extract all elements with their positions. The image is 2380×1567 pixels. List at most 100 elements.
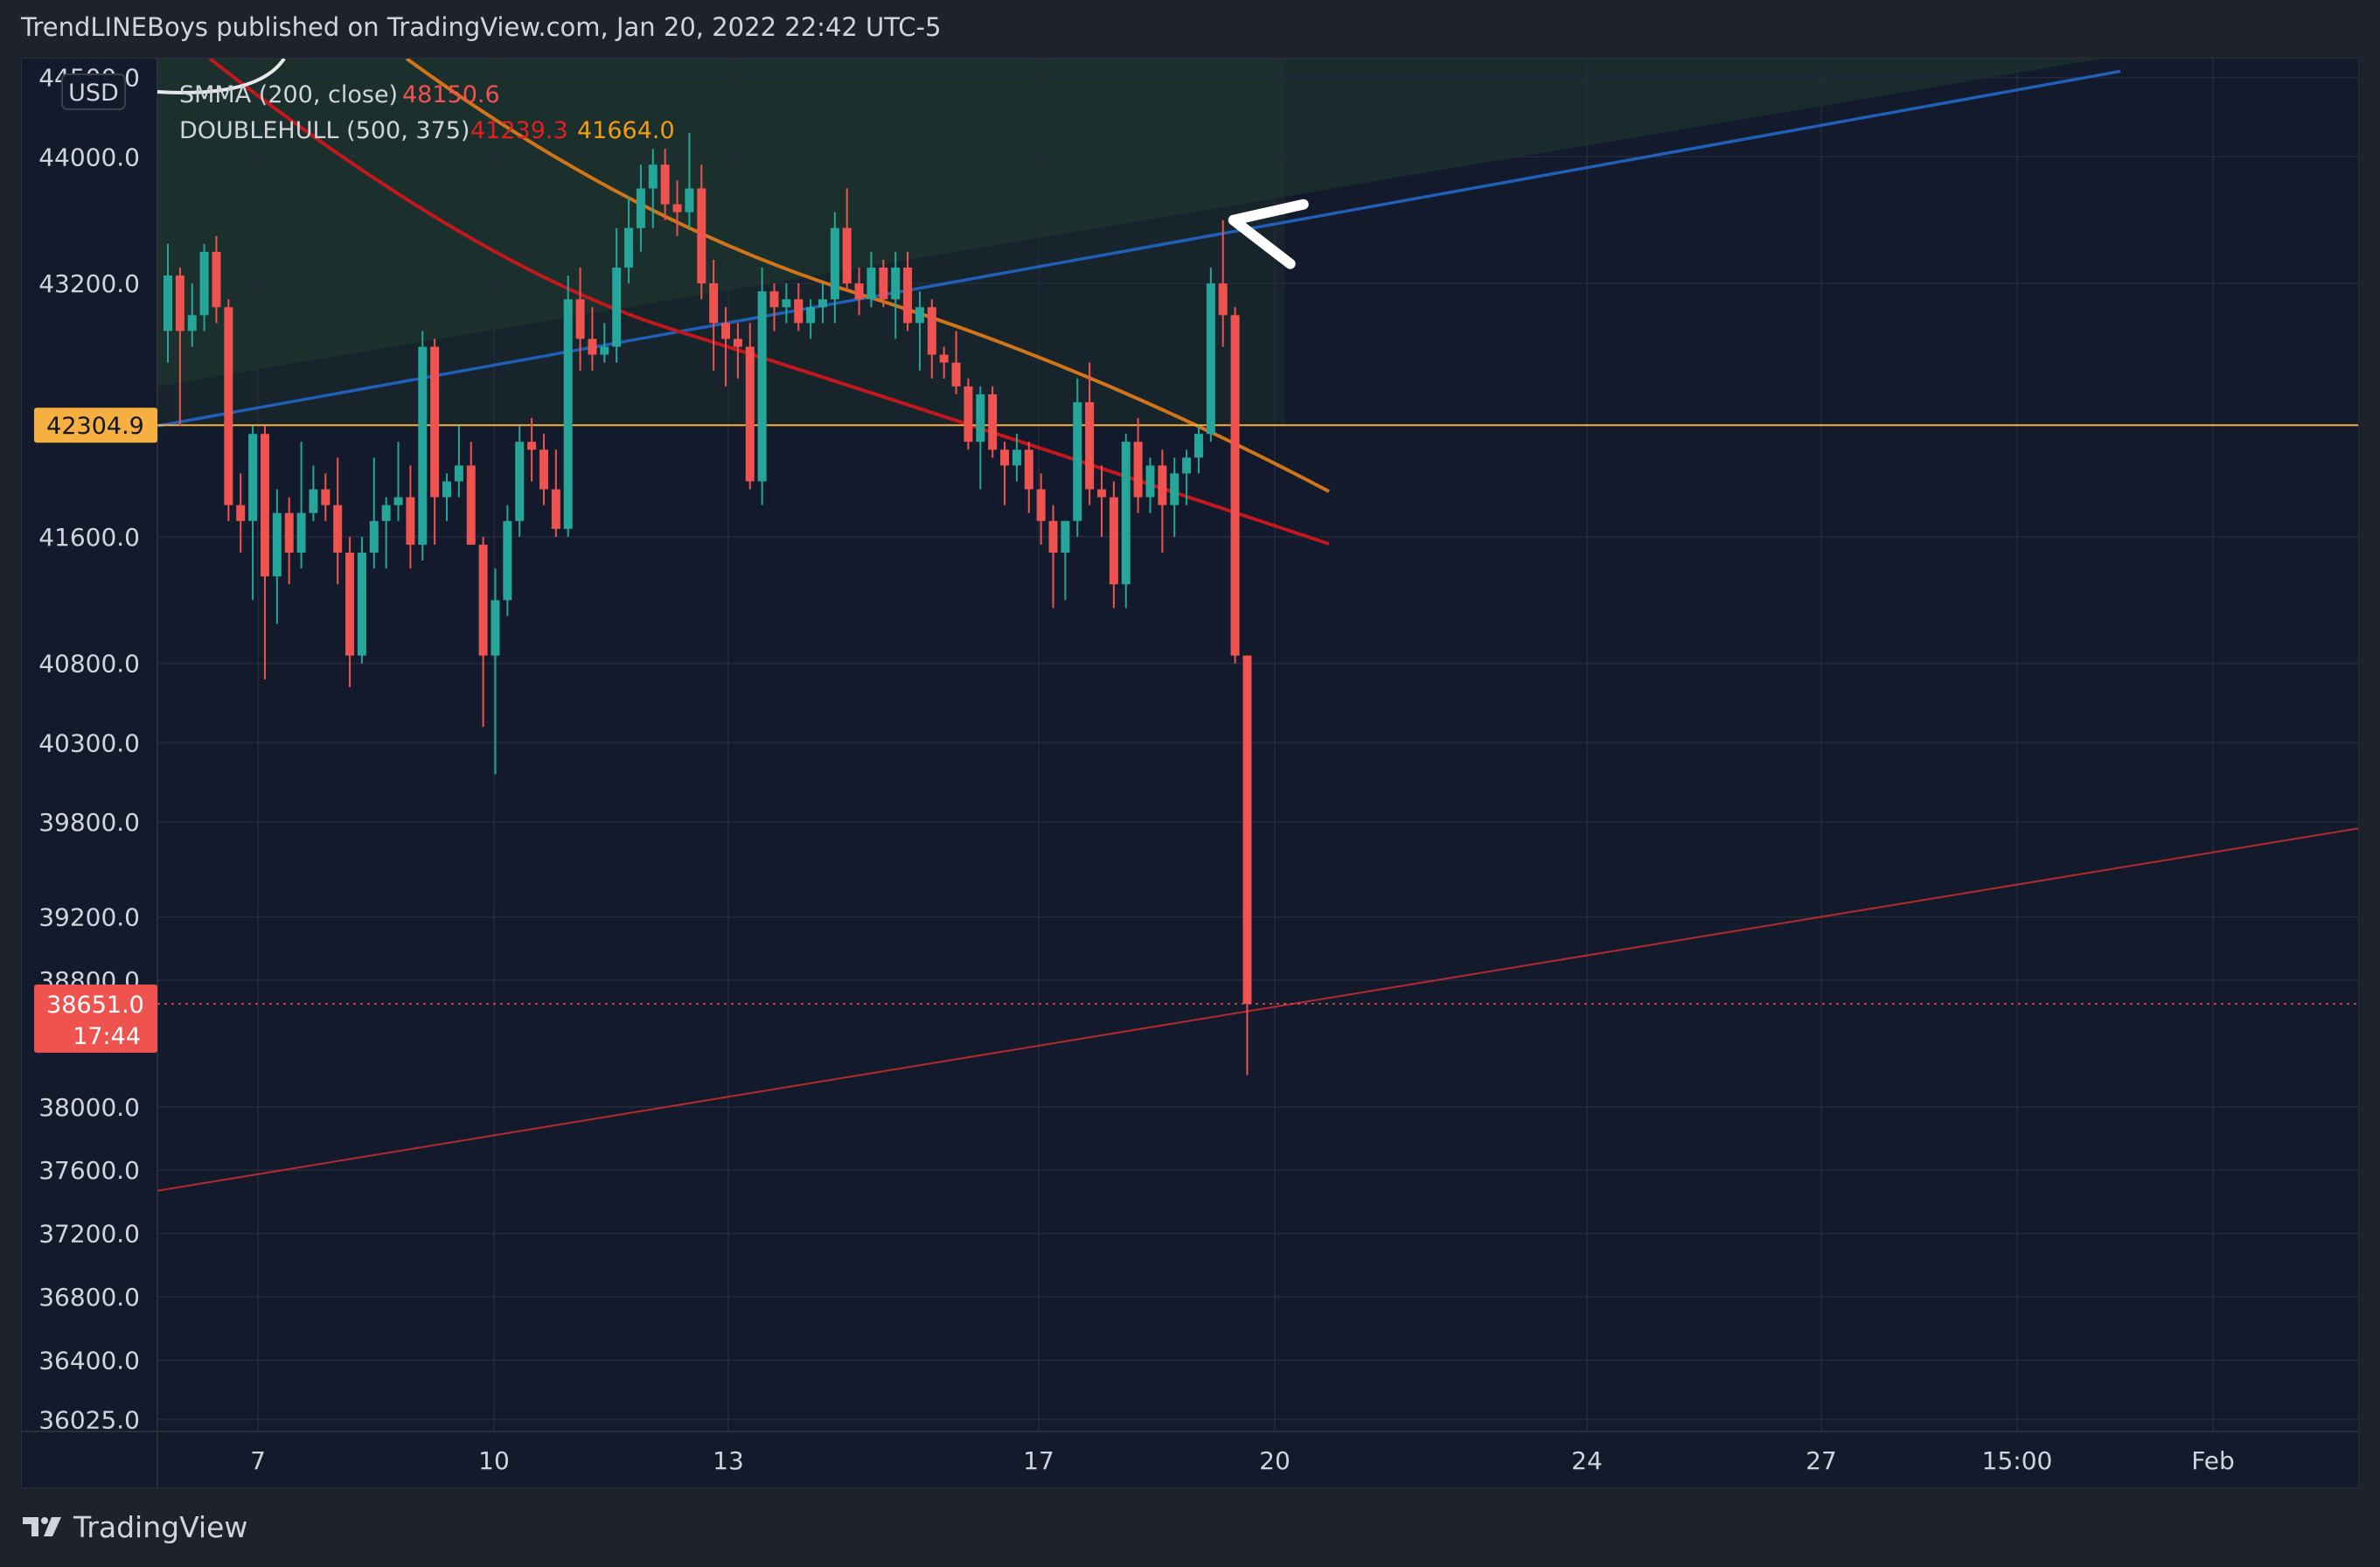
candle-body <box>1158 465 1167 505</box>
y-tick-label: 37600.0 <box>38 1156 140 1185</box>
x-tick-label: 7 <box>250 1446 266 1475</box>
bar-countdown-label: 17:44 <box>73 1023 141 1050</box>
candle-body <box>1109 497 1118 585</box>
candle-body <box>296 512 306 553</box>
candle-body <box>503 520 512 601</box>
x-tick-label: Feb <box>2191 1446 2235 1475</box>
candle-body <box>782 299 791 308</box>
candle-body <box>879 268 888 300</box>
candle-body <box>1036 489 1046 521</box>
candle-body <box>842 227 852 284</box>
candle-body <box>757 291 767 482</box>
candle-body <box>381 505 391 521</box>
candle-body <box>1133 442 1143 498</box>
candlestick-chart[interactable]: 44500.044000.043200.041600.040800.040300… <box>22 59 2359 1488</box>
candle-body <box>988 393 998 450</box>
candle-body <box>806 307 816 324</box>
candle-body <box>1048 520 1058 553</box>
candle-body <box>187 315 197 331</box>
candle-body <box>260 434 269 577</box>
candle-body <box>830 227 839 300</box>
candle-body <box>393 497 403 505</box>
x-tick-label: 17 <box>1023 1446 1054 1475</box>
y-tick-label: 39800.0 <box>38 808 140 837</box>
candle-body <box>309 489 318 513</box>
y-tick-label: 40800.0 <box>38 650 140 679</box>
candle-body <box>818 299 827 308</box>
candle-body <box>478 544 488 656</box>
x-tick-label: 27 <box>1806 1446 1837 1475</box>
candle-body <box>1121 442 1131 585</box>
candle-body <box>588 338 597 355</box>
candle-body <box>430 346 440 498</box>
candle-body <box>672 204 682 212</box>
candle-body <box>1000 449 1010 466</box>
candle-body <box>891 268 901 300</box>
last-price-tag[interactable] <box>34 984 157 1053</box>
candle-body <box>1218 283 1228 316</box>
candle-body <box>1061 520 1070 553</box>
candle-body <box>272 512 282 577</box>
resistance-zone <box>157 59 2103 387</box>
candle-body <box>357 552 366 656</box>
currency-badge[interactable] <box>61 73 126 110</box>
legend-doublehull-value-2: 41664.0 <box>577 117 675 144</box>
candle-body <box>964 386 973 442</box>
candle-body <box>624 227 634 268</box>
candle-body <box>236 505 246 521</box>
y-tick-label: 39200.0 <box>38 902 140 931</box>
candle-body <box>539 449 548 490</box>
legend-smma-value: 48150.6 <box>402 81 500 108</box>
candle-body <box>721 323 731 339</box>
candle-body <box>418 346 428 545</box>
candle-body <box>951 362 961 387</box>
chart-panel[interactable]: 44500.044000.043200.041600.040800.040300… <box>21 58 2359 1488</box>
candle-body <box>1085 401 1095 490</box>
x-tick-label: 24 <box>1571 1446 1603 1475</box>
candle-body <box>1096 489 1106 498</box>
y-tick-label: 44000.0 <box>38 143 140 171</box>
candle-body <box>769 291 779 308</box>
candle-body <box>660 164 670 205</box>
candle-body <box>1230 315 1240 656</box>
legend-doublehull-value-1: 41239.3 <box>470 117 568 144</box>
candle-body <box>466 465 476 545</box>
hline-price-tag[interactable] <box>34 407 157 443</box>
candle-body <box>199 251 209 316</box>
hline-price-tag-label: 42304.9 <box>46 413 144 440</box>
candle-body <box>454 465 463 482</box>
candle-body <box>697 188 706 284</box>
legend-smma-name: SMMA (200, close) <box>179 81 398 108</box>
candle-body <box>345 552 355 656</box>
y-tick-label: 43200.0 <box>38 269 140 298</box>
legend-doublehull-name: DOUBLEHULL (500, 375) <box>179 117 470 144</box>
candle-body <box>491 600 500 656</box>
y-tick-label: 36400.0 <box>38 1347 140 1375</box>
x-tick-label: 10 <box>478 1446 510 1475</box>
candle-body <box>248 434 258 521</box>
candle-body <box>685 188 694 212</box>
trendline-blue <box>157 69 2121 428</box>
candle-body <box>369 520 379 553</box>
candle-body <box>1073 401 1082 521</box>
candle-body <box>1193 434 1203 458</box>
candle-body <box>1024 449 1033 490</box>
drawing-curve <box>157 59 286 94</box>
candle-body <box>866 268 876 300</box>
candle-body <box>175 275 184 331</box>
candle-body <box>515 442 525 521</box>
candle-body <box>612 268 622 347</box>
candle-body <box>563 299 573 529</box>
publisher-line: TrendLINEBoys published on TradingView.c… <box>21 12 942 42</box>
candle-body <box>648 164 658 189</box>
candle-body <box>600 346 609 355</box>
candle-body <box>854 283 864 300</box>
candle-body <box>927 307 936 355</box>
candle-body <box>709 283 719 324</box>
candle-body <box>212 251 221 308</box>
candle-body <box>745 346 755 482</box>
candle-body <box>527 442 537 450</box>
footer-brand[interactable]: TradingView <box>21 1509 247 1544</box>
candle-body <box>794 299 804 324</box>
candle-body <box>224 307 233 505</box>
